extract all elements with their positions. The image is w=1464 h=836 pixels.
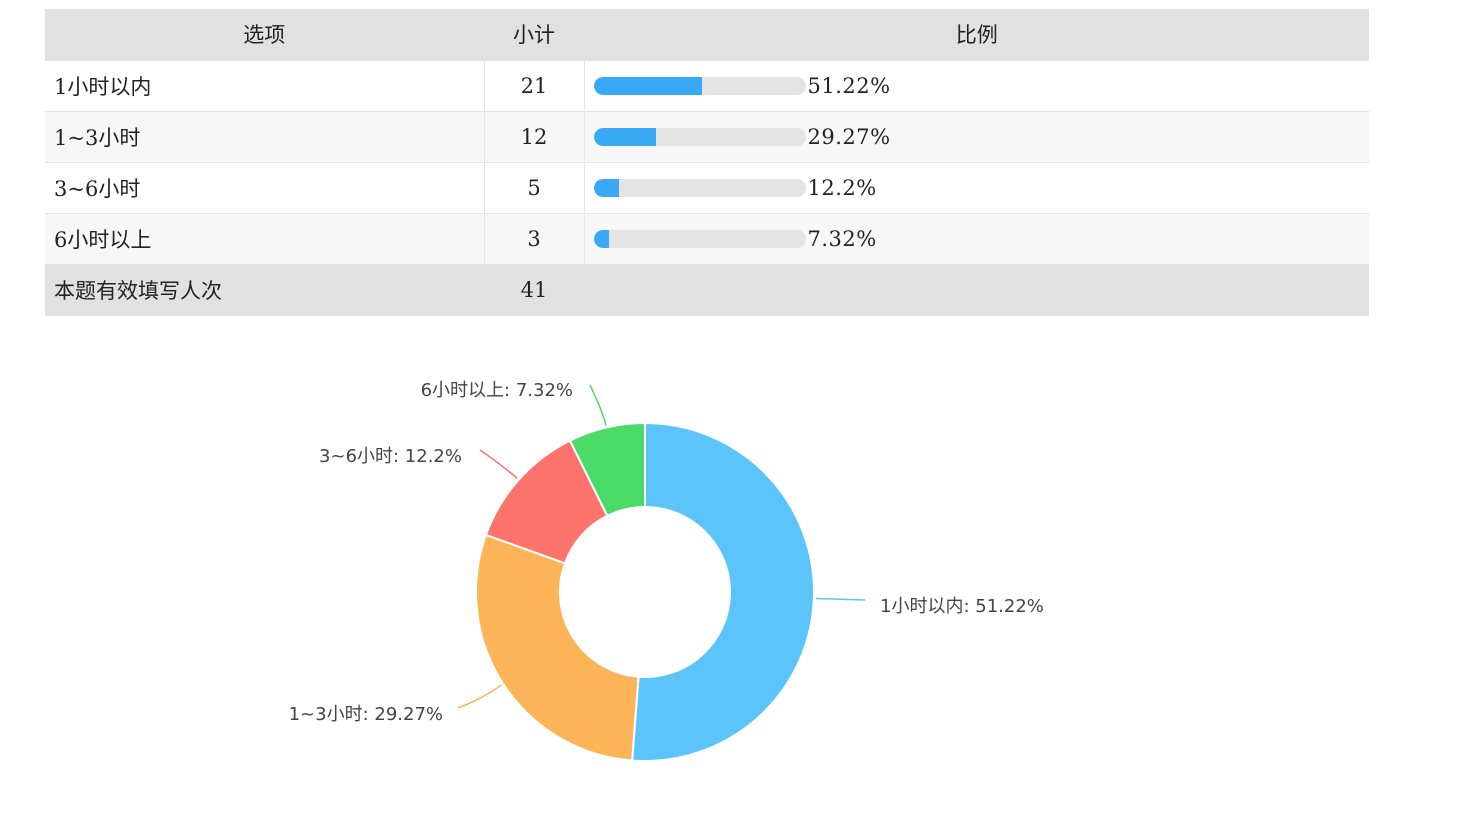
total-count: 41	[484, 264, 585, 316]
ratio-bar-track	[593, 178, 806, 197]
stats-table: 选项 小计 比例 1小时以内 21 51.22% 1~3小时 12	[45, 9, 1369, 316]
donut-slice	[631, 421, 815, 762]
option-ratio: 7.32%	[584, 213, 1369, 265]
slice-label: 6小时以上: 7.32%	[421, 380, 573, 401]
header-option: 选项	[45, 9, 485, 61]
option-count: 12	[484, 111, 585, 163]
slice-leader-line	[815, 597, 866, 601]
option-label: 3~6小时	[45, 162, 485, 214]
ratio-percent: 7.32%	[807, 226, 877, 251]
slice-label: 1~3小时: 29.27%	[289, 704, 443, 725]
donut-chart: 1小时以内: 51.22% 1~3小时: 29.27% 3~6小时: 12.2% 6小…	[289, 380, 1044, 762]
slice-leader-line	[457, 684, 502, 709]
ratio-bar-track	[593, 229, 806, 248]
ratio-bar-track	[593, 127, 806, 146]
slice-leader-line	[479, 449, 518, 479]
header-count: 小计	[484, 9, 585, 61]
ratio-percent: 12.2%	[807, 175, 877, 200]
header-ratio: 比例	[584, 9, 1369, 61]
option-label: 1小时以内	[45, 60, 485, 112]
option-ratio: 51.22%	[584, 60, 1369, 112]
ratio-bar-track	[593, 76, 806, 95]
option-label: 6小时以上	[45, 213, 485, 265]
option-count: 3	[484, 213, 585, 265]
table-row: 3~6小时 5 12.2%	[45, 162, 1369, 214]
ratio-bar-fill	[593, 229, 610, 248]
table-row: 1小时以内 21 51.22%	[45, 60, 1369, 112]
total-ratio-empty	[584, 264, 1369, 316]
option-count: 21	[484, 60, 585, 112]
ratio-percent: 51.22%	[807, 73, 891, 98]
slice-label: 1小时以内: 51.22%	[880, 596, 1044, 617]
option-ratio: 29.27%	[584, 111, 1369, 163]
total-label: 本题有效填写人次	[45, 264, 485, 316]
slice-leader-line	[589, 384, 607, 426]
ratio-bar-fill	[593, 127, 656, 146]
ratio-percent: 29.27%	[807, 124, 891, 149]
slice-label: 3~6小时: 12.2%	[319, 446, 462, 467]
table-row: 6小时以上 3 7.32%	[45, 213, 1369, 265]
ratio-bar-fill	[593, 76, 703, 95]
option-ratio: 12.2%	[584, 162, 1369, 214]
ratio-bar-fill	[593, 178, 620, 197]
option-label: 1~3小时	[45, 111, 485, 163]
table-row: 1~3小时 12 29.27%	[45, 111, 1369, 163]
table-header-row: 选项 小计 比例	[45, 9, 1369, 61]
donut-slice	[568, 421, 646, 518]
option-count: 5	[484, 162, 585, 214]
donut-slice	[475, 533, 640, 762]
table-total-row: 本题有效填写人次 41	[45, 264, 1369, 316]
